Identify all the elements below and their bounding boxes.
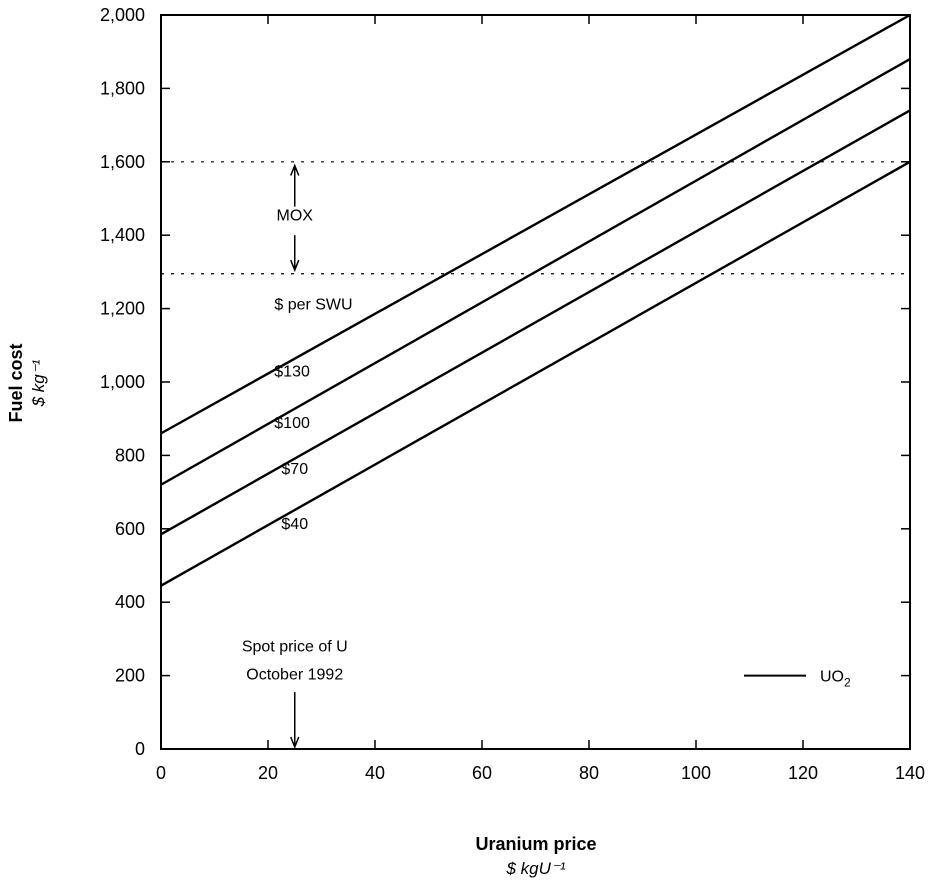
series-line	[160, 160, 911, 587]
legend-label-subscript: 2	[844, 676, 851, 690]
y-tick-label: 1,800	[100, 78, 145, 98]
y-tick-label: 400	[115, 592, 145, 612]
y-tick-label: 2,000	[100, 5, 145, 25]
spot-price-label: Spot price of U	[242, 639, 348, 656]
x-tick-label: 140	[895, 763, 925, 783]
x-axis-title: Uranium price	[475, 834, 596, 854]
mox-arrowhead-down	[290, 259, 300, 273]
x-tick-label: 20	[258, 763, 278, 783]
x-tick-label: 120	[788, 763, 818, 783]
spot-price-date: October 1992	[246, 666, 343, 683]
x-axis: 0 20 40 60 80 100 120 140	[156, 15, 925, 783]
x-tick-label: 60	[472, 763, 492, 783]
y-tick-label: 1,200	[100, 299, 145, 319]
series-line	[160, 13, 911, 435]
legend-label: UO2	[820, 669, 851, 690]
x-tick-label: 100	[681, 763, 711, 783]
mox-arrowhead-up	[290, 163, 300, 176]
y-axis-title-group: Fuel cost $ kg⁻¹	[6, 343, 48, 422]
series-label: $40	[281, 516, 308, 533]
y-tick-label: 1,400	[100, 225, 145, 245]
y-tick-label: 600	[115, 519, 145, 539]
series-label: $70	[281, 461, 308, 478]
y-tick-label: 200	[115, 666, 145, 686]
series-line	[160, 57, 911, 486]
y-tick-label: 1,000	[100, 372, 145, 392]
swu-group-label: $ per SWU	[274, 297, 352, 314]
series-line	[160, 109, 911, 536]
x-tick-label: 0	[156, 763, 166, 783]
y-axis-title: Fuel cost	[6, 343, 26, 422]
y-tick-label: 1,600	[100, 152, 145, 172]
y-tick-label: 800	[115, 445, 145, 465]
y-tick-label: 0	[135, 739, 145, 759]
mox-label: MOX	[277, 208, 314, 225]
spot-price-arrowhead	[290, 736, 300, 750]
series-lines: $130 $100 $70 $40	[160, 13, 911, 587]
y-axis: 0 200 400 600 800 1,000 1,200 1,400 1,600 1,800 2,…	[100, 5, 910, 759]
series-label: $130	[274, 363, 310, 380]
x-axis-unit: $ kgU⁻¹	[505, 859, 565, 878]
x-tick-label: 80	[579, 763, 599, 783]
y-axis-unit: $ kg⁻¹	[29, 359, 48, 407]
x-tick-label: 40	[365, 763, 385, 783]
annotations: $ per SWU MOX Spot price of U October 1992 U…	[161, 161, 910, 750]
series-label: $100	[274, 415, 310, 432]
